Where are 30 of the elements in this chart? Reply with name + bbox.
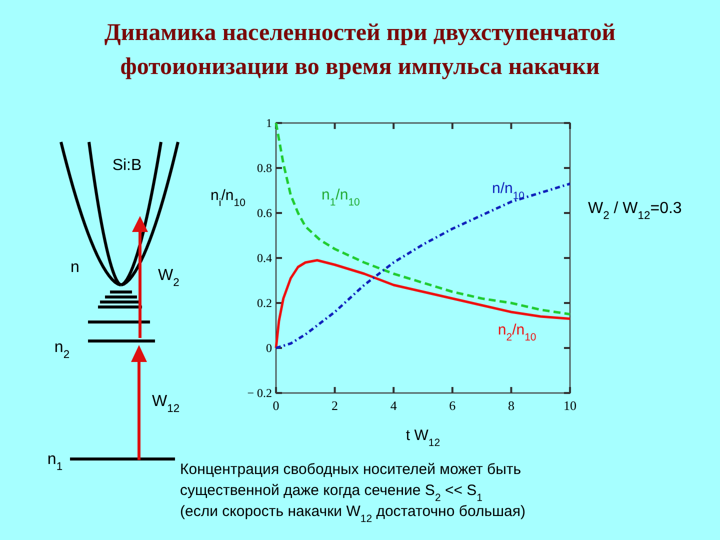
x-axis-title: t W$_{12}$ <box>406 427 440 449</box>
line-series <box>274 122 572 316</box>
x-tick-label: 4 <box>390 398 398 413</box>
text: n$_{1}$ <box>47 451 63 473</box>
x-tick-label: 10 <box>564 398 576 413</box>
text: n <box>70 259 80 276</box>
text: W$_{12}$ <box>152 393 180 415</box>
y-tick-label: 1 <box>266 116 272 130</box>
text: W$_{2}$ <box>158 267 180 289</box>
text: W$_{2}$ / W$_{12}$=0.3 <box>588 200 682 222</box>
text: Si:B <box>112 157 142 174</box>
y-tick-label: 0 <box>266 341 272 355</box>
series-label: n$_{1}$/n$_{10}$ <box>321 186 360 208</box>
text: существенной даже когда сечение S$_{2}$ << S$_{1}$ <box>180 482 483 504</box>
text: Концентрация свободных носителей может быть <box>180 461 522 478</box>
y-tick-label: − 0.2 <box>247 386 272 400</box>
series-label: n$_{2}$/n$_{10}$ <box>498 322 536 344</box>
x-tick-label: 6 <box>449 398 456 413</box>
y-tick-label: 0.8 <box>257 161 272 175</box>
text: n$_{2}$ <box>54 339 70 361</box>
y-tick-label: 0.6 <box>257 206 272 220</box>
y-tick-label: 0.4 <box>257 251 272 265</box>
text: (если скорость накачки W$_{12}$ достаточно большая) <box>180 503 526 525</box>
x-tick-label: 2 <box>332 398 338 413</box>
x-tick-label: 8 <box>508 398 514 413</box>
chart-title: Динамика населенностей при двухступенчатой фотоионизации во время импульса накачки <box>104 20 616 80</box>
line-series <box>274 182 572 350</box>
y-axis-title: n$_{i}$/n$_{10}$ <box>210 187 246 209</box>
y-tick-label: 0.2 <box>257 296 272 310</box>
line-series <box>274 259 572 350</box>
